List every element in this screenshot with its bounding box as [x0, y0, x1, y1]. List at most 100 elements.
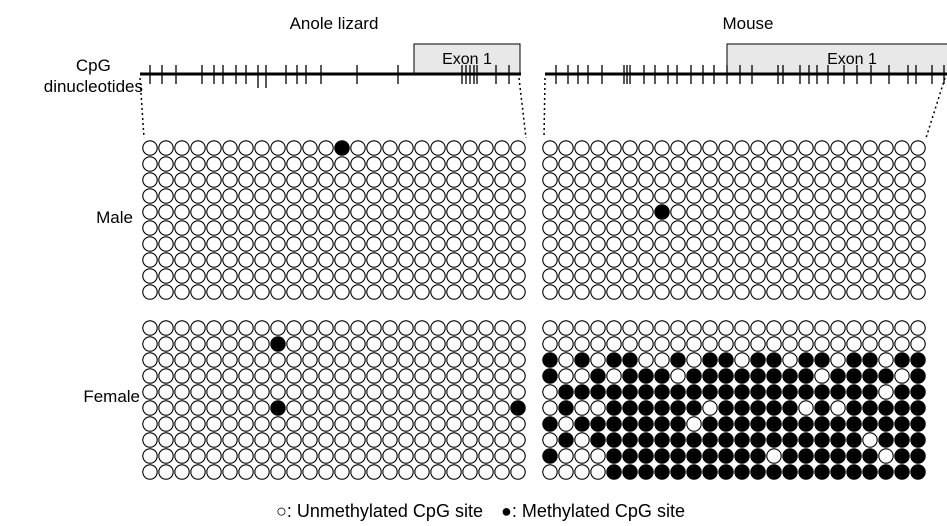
unmethylated-cpg-site [446, 384, 462, 400]
unmethylated-cpg-site [190, 220, 206, 236]
unmethylated-cpg-site [270, 464, 286, 480]
unmethylated-cpg-site [622, 320, 638, 336]
methylated-cpg-site [878, 368, 894, 384]
unmethylated-cpg-site [654, 172, 670, 188]
unmethylated-cpg-site [622, 140, 638, 156]
unmethylated-cpg-site [798, 156, 814, 172]
unmethylated-cpg-site [430, 204, 446, 220]
unmethylated-cpg-site [286, 204, 302, 220]
unmethylated-cpg-site [382, 384, 398, 400]
unmethylated-cpg-site [318, 416, 334, 432]
unmethylated-cpg-site [142, 284, 158, 300]
methylated-cpg-site [846, 432, 862, 448]
methylated-cpg-site [702, 384, 718, 400]
unmethylated-cpg-site [382, 204, 398, 220]
unmethylated-cpg-site [462, 188, 478, 204]
unmethylated-cpg-site [590, 284, 606, 300]
unmethylated-cpg-site [190, 464, 206, 480]
unmethylated-cpg-site [238, 140, 254, 156]
unmethylated-cpg-site [910, 284, 926, 300]
unmethylated-cpg-site [862, 236, 878, 252]
unmethylated-cpg-site [814, 336, 830, 352]
unmethylated-cpg-site [302, 448, 318, 464]
methylated-cpg-site [814, 464, 830, 480]
unmethylated-cpg-site [254, 432, 270, 448]
unmethylated-cpg-site [670, 140, 686, 156]
unmethylated-cpg-site [142, 268, 158, 284]
unmethylated-cpg-site [286, 268, 302, 284]
unmethylated-cpg-site [254, 188, 270, 204]
methylated-cpg-site [574, 416, 590, 432]
unmethylated-cpg-site [430, 400, 446, 416]
unmethylated-cpg-site [158, 284, 174, 300]
unmethylated-cpg-site [222, 464, 238, 480]
unmethylated-cpg-site [846, 204, 862, 220]
unmethylated-cpg-site [382, 352, 398, 368]
unmethylated-cpg-site [734, 140, 750, 156]
unmethylated-cpg-site [398, 352, 414, 368]
unmethylated-cpg-site [254, 320, 270, 336]
unmethylated-cpg-site [334, 352, 350, 368]
unmethylated-cpg-site [686, 352, 702, 368]
methylated-cpg-site [814, 432, 830, 448]
unmethylated-cpg-site [606, 268, 622, 284]
unmethylated-cpg-site [734, 204, 750, 220]
unmethylated-cpg-site [238, 204, 254, 220]
exon-1-box [413, 43, 521, 75]
unmethylated-cpg-site [334, 432, 350, 448]
methylated-cpg-site [702, 368, 718, 384]
unmethylated-cpg-site [174, 352, 190, 368]
unmethylated-cpg-site [414, 188, 430, 204]
unmethylated-cpg-site [174, 368, 190, 384]
unmethylated-cpg-site [382, 252, 398, 268]
unmethylated-cpg-site [894, 320, 910, 336]
unmethylated-cpg-site [206, 188, 222, 204]
unmethylated-cpg-site [542, 268, 558, 284]
unmethylated-cpg-site [478, 400, 494, 416]
unmethylated-cpg-site [478, 432, 494, 448]
unmethylated-cpg-site [206, 400, 222, 416]
unmethylated-cpg-site [302, 320, 318, 336]
unmethylated-cpg-site [318, 352, 334, 368]
unmethylated-cpg-site [574, 220, 590, 236]
unmethylated-cpg-site [366, 464, 382, 480]
unmethylated-cpg-site [286, 284, 302, 300]
unmethylated-cpg-site [286, 368, 302, 384]
unmethylated-cpg-site [270, 320, 286, 336]
unmethylated-cpg-site [494, 352, 510, 368]
methylated-cpg-site [750, 368, 766, 384]
methylated-cpg-site [878, 416, 894, 432]
unmethylated-cpg-site [206, 252, 222, 268]
unmethylated-cpg-site [782, 252, 798, 268]
methylated-cpg-site [814, 400, 830, 416]
unmethylated-cpg-site [238, 400, 254, 416]
methylated-cpg-site [782, 368, 798, 384]
unmethylated-cpg-site [878, 220, 894, 236]
methylated-cpg-site [846, 368, 862, 384]
unmethylated-cpg-site [334, 236, 350, 252]
unmethylated-cpg-site [718, 172, 734, 188]
unmethylated-cpg-site [190, 448, 206, 464]
methylated-cpg-site [846, 464, 862, 480]
unmethylated-cpg-site [318, 336, 334, 352]
unmethylated-cpg-site [286, 464, 302, 480]
unmethylated-cpg-site [638, 252, 654, 268]
unmethylated-cpg-site [814, 188, 830, 204]
unmethylated-cpg-site [766, 336, 782, 352]
unmethylated-cpg-site [798, 284, 814, 300]
unmethylated-cpg-site [798, 268, 814, 284]
unmethylated-cpg-site [478, 384, 494, 400]
unmethylated-cpg-site [366, 236, 382, 252]
unmethylated-cpg-site [190, 400, 206, 416]
methylated-cpg-site [622, 432, 638, 448]
unmethylated-cpg-site [350, 204, 366, 220]
unmethylated-cpg-site [734, 252, 750, 268]
methylated-cpg-site [686, 432, 702, 448]
unmethylated-cpg-site [670, 368, 686, 384]
unmethylated-cpg-site [542, 432, 558, 448]
unmethylated-cpg-site [766, 252, 782, 268]
unmethylated-cpg-site [766, 448, 782, 464]
unmethylated-cpg-site [702, 220, 718, 236]
unmethylated-cpg-site [574, 320, 590, 336]
unmethylated-cpg-site [654, 284, 670, 300]
